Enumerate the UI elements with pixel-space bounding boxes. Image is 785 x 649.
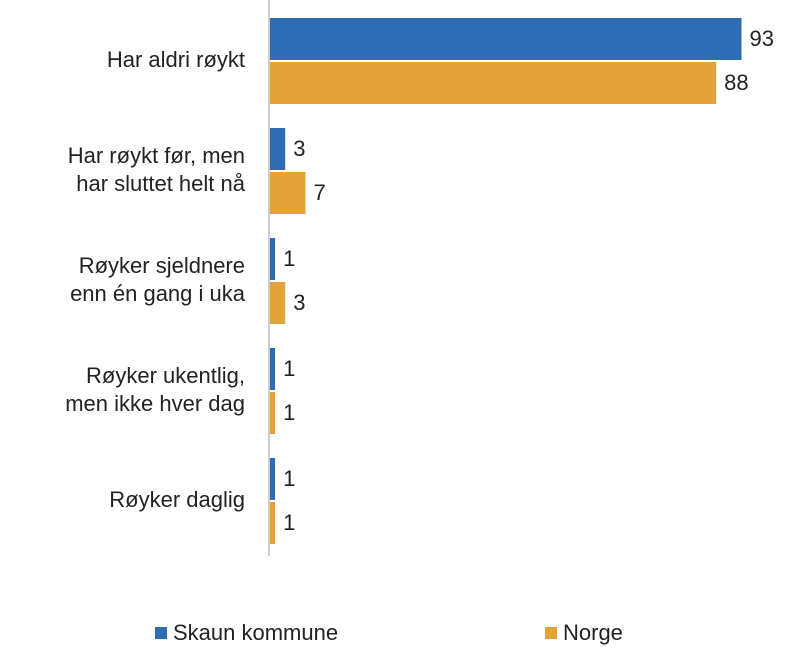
bar xyxy=(270,238,276,280)
bar xyxy=(270,502,276,544)
category-label: Røyker sjeldnere enn én gang i uka xyxy=(70,253,245,306)
bar xyxy=(270,392,276,434)
category-label: Har aldri røykt xyxy=(106,47,245,72)
value-label: 1 xyxy=(283,400,295,425)
bar xyxy=(270,348,276,390)
category-label: Røyker ukentlig, men ikke hver dag xyxy=(65,363,245,416)
bar xyxy=(270,282,286,324)
bar xyxy=(270,458,276,500)
legend-swatch xyxy=(545,627,557,639)
bar xyxy=(270,18,742,60)
legend-swatch xyxy=(155,627,167,639)
category-label: Har røykt før, men har sluttet helt nå xyxy=(67,143,245,196)
value-label: 93 xyxy=(750,26,774,51)
value-label: 1 xyxy=(283,510,295,535)
legend-label: Skaun kommune xyxy=(173,620,338,645)
bar xyxy=(270,128,286,170)
category-label: Røyker daglig xyxy=(109,487,245,512)
value-label: 1 xyxy=(283,356,295,381)
value-label: 1 xyxy=(283,246,295,271)
value-label: 3 xyxy=(293,290,305,315)
value-label: 1 xyxy=(283,466,295,491)
bar xyxy=(270,172,306,214)
value-label: 3 xyxy=(293,136,305,161)
legend-label: Norge xyxy=(563,620,623,645)
bar xyxy=(270,62,717,104)
value-label: 7 xyxy=(313,180,325,205)
value-label: 88 xyxy=(724,70,748,95)
